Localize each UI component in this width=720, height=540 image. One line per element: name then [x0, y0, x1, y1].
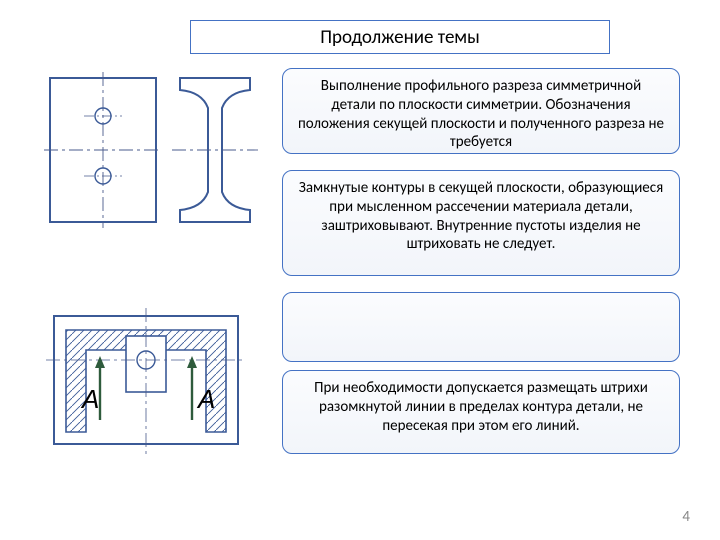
- svg-text:А: А: [196, 384, 215, 414]
- figure-front-view: [44, 72, 162, 233]
- paragraph-3-empty: [282, 292, 680, 362]
- figure-profile-section: [172, 72, 258, 233]
- page-number: 4: [682, 508, 690, 526]
- paragraph-2: Замкнутые контуры в секущей плоскости, о…: [282, 170, 680, 276]
- paragraph-1: Выполнение профильного разреза симметрич…: [282, 68, 680, 154]
- page-title: Продолжение темы: [190, 20, 610, 54]
- svg-text:А: А: [80, 384, 99, 414]
- figure-section-aa: А А: [40, 302, 252, 467]
- paragraph-4: При необходимости допускается размещать …: [282, 370, 680, 454]
